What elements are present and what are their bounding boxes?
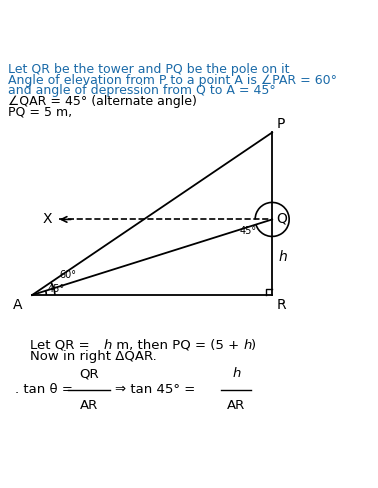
Text: P: P	[277, 117, 285, 131]
Text: Now in right ΔQAR.: Now in right ΔQAR.	[30, 350, 157, 363]
Text: h: h	[244, 339, 252, 352]
Text: X: X	[42, 212, 52, 225]
Text: R: R	[277, 298, 286, 312]
Text: 45°: 45°	[240, 226, 257, 236]
Text: ): )	[251, 339, 257, 352]
Text: h: h	[279, 250, 288, 264]
Text: A: A	[13, 298, 23, 312]
Text: Angle of elevation from P to a point A is ∠PAR = 60°: Angle of elevation from P to a point A i…	[8, 74, 336, 87]
Text: 45°: 45°	[47, 284, 64, 293]
Text: and angle of depression from Q to A = 45°: and angle of depression from Q to A = 45…	[8, 84, 275, 98]
Text: PQ = 5 m,: PQ = 5 m,	[8, 105, 72, 119]
Text: AR: AR	[227, 399, 245, 412]
Text: Q: Q	[277, 212, 288, 225]
Text: QR: QR	[79, 367, 99, 380]
Text: Let QR be the tower and PQ be the pole on it: Let QR be the tower and PQ be the pole o…	[8, 63, 289, 76]
Text: ⇒ tan 45° =: ⇒ tan 45° =	[115, 383, 195, 396]
Text: 60°: 60°	[59, 270, 76, 280]
Text: h: h	[104, 339, 112, 352]
Text: AR: AR	[80, 399, 98, 412]
Text: ∠QAR = 45° (alternate angle): ∠QAR = 45° (alternate angle)	[8, 95, 197, 108]
Text: Let QR =: Let QR =	[30, 339, 94, 352]
Text: m, then PQ = (5 +: m, then PQ = (5 +	[112, 339, 243, 352]
Text: h: h	[232, 367, 240, 380]
Text: . tan θ =: . tan θ =	[15, 383, 73, 396]
